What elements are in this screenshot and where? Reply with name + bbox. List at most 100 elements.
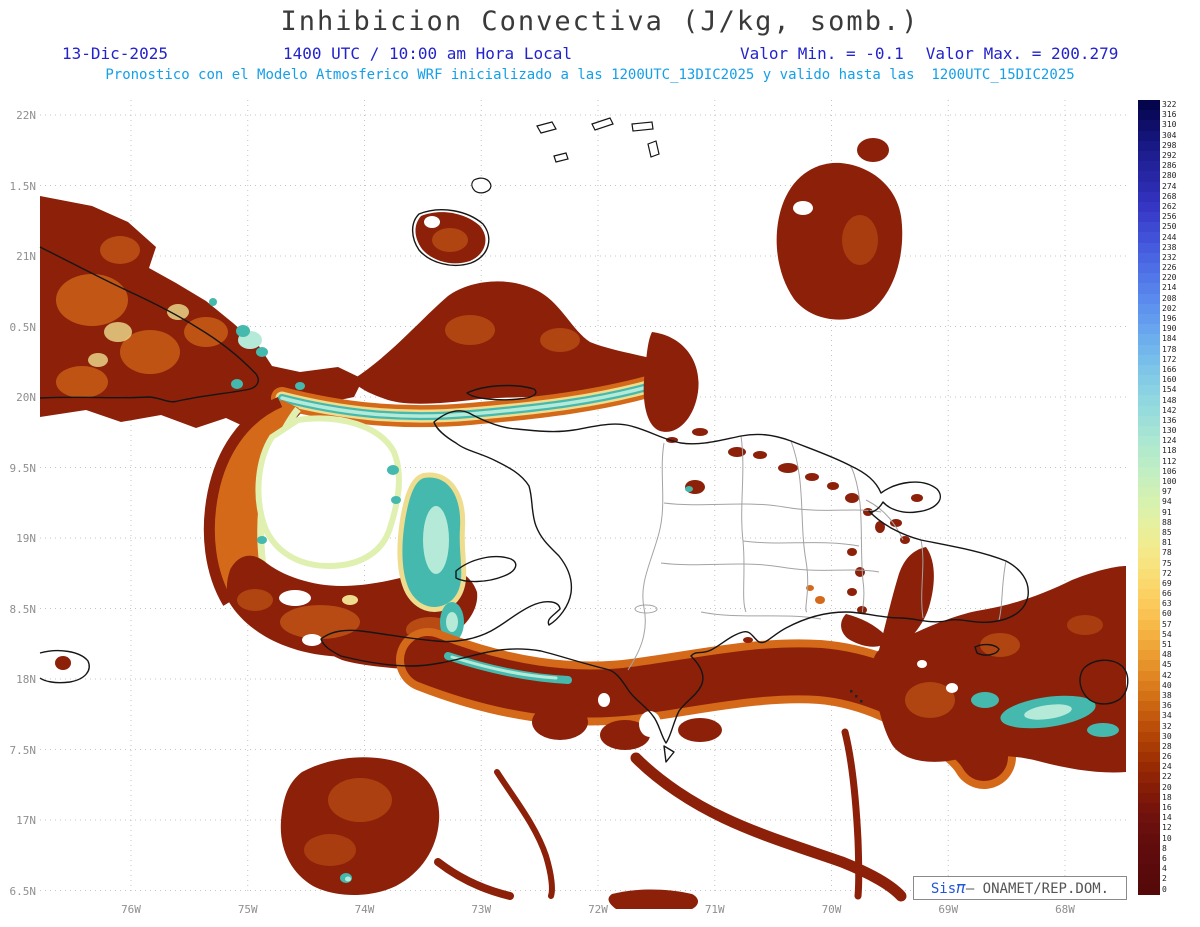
- colorbar-swatch: [1138, 639, 1160, 651]
- colorbar-swatch: [1138, 802, 1160, 814]
- colorbar-swatch: [1138, 405, 1160, 416]
- colorbar-swatch: [1138, 364, 1160, 376]
- colorbar-value: 2: [1162, 874, 1167, 884]
- colorbar-row: 106: [1138, 466, 1196, 477]
- colorbar-row: 250: [1138, 222, 1196, 233]
- sispi-logo: Sis: [930, 881, 957, 897]
- lat-label: 21N: [16, 250, 36, 263]
- lon-label: 72W: [588, 903, 608, 916]
- colorbar-value: 286: [1162, 161, 1177, 171]
- colorbar-value: 32: [1162, 721, 1172, 731]
- colorbar-value: 81: [1162, 538, 1172, 548]
- colorbar-value: 262: [1162, 201, 1177, 211]
- colorbar-swatch: [1138, 466, 1160, 477]
- colorbar-swatch: [1138, 415, 1160, 426]
- colorbar-row: 4: [1138, 864, 1196, 875]
- colorbar-swatch: [1138, 578, 1160, 589]
- minmax-values: Valor Min. = -0.1 Valor Max. = 200.279: [740, 44, 1118, 63]
- colorbar-value: 208: [1162, 293, 1177, 303]
- colorbar-value: 220: [1162, 273, 1177, 283]
- colorbar-value: 12: [1162, 823, 1172, 833]
- colorbar-row: 2: [1138, 874, 1196, 885]
- colorbar-row: 202: [1138, 303, 1196, 314]
- forecast-date: 13-Dic-2025: [62, 44, 168, 63]
- colorbar-row: 32: [1138, 721, 1196, 732]
- colorbar-value: 48: [1162, 650, 1172, 660]
- colorbar-row: 40: [1138, 680, 1196, 691]
- colorbar-swatch: [1138, 375, 1160, 386]
- colorbar-value: 88: [1162, 517, 1172, 527]
- colorbar-row: 26: [1138, 752, 1196, 763]
- colorbar-value: 28: [1162, 741, 1172, 751]
- colorbar-swatch: [1138, 395, 1160, 406]
- colorbar-swatch: [1138, 263, 1160, 274]
- colorbar-row: 97: [1138, 487, 1196, 498]
- coastline-tortuga: [466, 384, 537, 401]
- colorbar-row: 8: [1138, 843, 1196, 854]
- colorbar-swatch: [1138, 313, 1160, 325]
- colorbar-row: 0: [1138, 884, 1196, 895]
- model-run-info: Pronostico con el Modelo Atmosferico WRF…: [105, 67, 1075, 83]
- colorbar-value: 280: [1162, 171, 1177, 181]
- colorbar-swatch: [1138, 507, 1160, 518]
- colorbar-swatch: [1138, 140, 1160, 151]
- colorbar-row: 208: [1138, 293, 1196, 304]
- colorbar-value: 26: [1162, 752, 1172, 762]
- colorbar-value: 18: [1162, 792, 1172, 802]
- colorbar-row: 220: [1138, 273, 1196, 284]
- colorbar-value: 38: [1162, 690, 1172, 700]
- colorbar-value: 45: [1162, 660, 1172, 670]
- coastline-mona: [1079, 659, 1129, 705]
- colorbar-row: 118: [1138, 446, 1196, 457]
- cin-region-north-haiti: [352, 281, 692, 404]
- colorbar-row: 85: [1138, 527, 1196, 539]
- colorbar-row: 88: [1138, 517, 1196, 528]
- colorbar-row: 130: [1138, 426, 1196, 437]
- colorbar-value: 94: [1162, 497, 1172, 507]
- colorbar-value: 40: [1162, 680, 1172, 690]
- colorbar-row: 20: [1138, 782, 1196, 793]
- colorbar-swatch: [1138, 517, 1160, 528]
- colorbar-swatch: [1138, 670, 1160, 681]
- colorbar-value: 106: [1162, 466, 1177, 476]
- coastline-inagua: [411, 209, 490, 267]
- lat-label: 7.5N: [9, 743, 37, 757]
- colorbar: 322 316 310 304 298 292 286 280 274 268 262 256 250 2…: [1138, 100, 1196, 895]
- colorbar-swatch: [1138, 690, 1160, 702]
- colorbar-swatch: [1138, 497, 1160, 508]
- colorbar-row: 36: [1138, 701, 1196, 712]
- colorbar-swatch: [1138, 772, 1160, 783]
- colorbar-swatch: [1138, 680, 1160, 691]
- colorbar-row: 60: [1138, 609, 1196, 620]
- colorbar-swatch: [1138, 813, 1160, 824]
- colorbar-swatch: [1138, 548, 1160, 559]
- colorbar-row: 30: [1138, 731, 1196, 742]
- colorbar-swatch: [1138, 660, 1160, 671]
- colorbar-row: 322: [1138, 100, 1196, 111]
- colorbar-swatch: [1138, 629, 1160, 640]
- colorbar-row: 78: [1138, 548, 1196, 559]
- colorbar-row: 34: [1138, 711, 1196, 722]
- colorbar-value: 100: [1162, 477, 1177, 487]
- colorbar-value: 57: [1162, 619, 1172, 629]
- colorbar-row: 66: [1138, 589, 1196, 600]
- coastline-cuba: [39, 246, 259, 403]
- colorbar-swatch: [1138, 782, 1160, 793]
- lat-label: 20N: [16, 391, 36, 404]
- colorbar-value: 136: [1162, 415, 1177, 425]
- colorbar-swatch: [1138, 843, 1160, 854]
- colorbar-value: 274: [1162, 181, 1177, 191]
- colorbar-swatch: [1138, 232, 1160, 243]
- page-title: Inhibicion Convectiva (J/kg, somb.): [280, 6, 920, 37]
- colorbar-swatch: [1138, 853, 1160, 865]
- colorbar-row: 160: [1138, 375, 1196, 386]
- colorbar-swatch: [1138, 100, 1160, 111]
- cin-region-atlantic: [776, 162, 903, 320]
- colorbar-value: 256: [1162, 212, 1177, 222]
- colorbar-row: 262: [1138, 201, 1196, 213]
- colorbar-swatch: [1138, 568, 1160, 579]
- colorbar-value: 304: [1162, 130, 1177, 140]
- colorbar-value: 36: [1162, 701, 1172, 711]
- colorbar-value: 8: [1162, 843, 1167, 853]
